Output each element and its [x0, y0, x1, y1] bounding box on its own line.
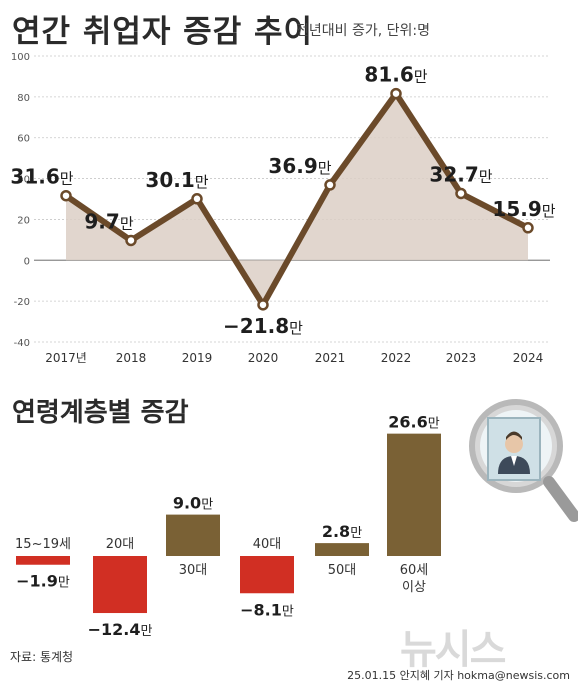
bar	[93, 556, 147, 614]
data-point	[257, 299, 269, 311]
line-chart: -40 -20 0 20 40 60 80 100 31.6만 9.7만 30.1만 −21.8만 36…	[10, 52, 555, 365]
bar-chart-title: 연령계층별 증감	[12, 398, 189, 428]
y-tick-label: 60	[17, 134, 30, 145]
data-label: 81.6만	[364, 63, 427, 87]
x-tick-label: 2022	[381, 351, 412, 365]
y-tick-label: -40	[14, 338, 30, 349]
bar-value-label: −12.4만	[88, 620, 153, 639]
x-tick-label: 2024	[513, 351, 544, 365]
category-label: 20대	[106, 537, 135, 552]
data-point	[390, 87, 402, 100]
data-label: 36.9만	[268, 154, 331, 178]
x-tick-label: 2020	[248, 351, 279, 365]
category-label: 이상	[402, 580, 426, 595]
data-label: 15.9만	[492, 197, 555, 221]
page-title: 연간 취업자 증감 추이	[12, 14, 314, 50]
data-point	[522, 222, 534, 234]
data-point	[455, 187, 467, 200]
data-point	[324, 179, 336, 191]
y-tick-label: 40	[17, 175, 30, 186]
source-note: 자료: 통계청	[10, 650, 74, 664]
series-line	[63, 90, 531, 308]
data-point	[191, 193, 203, 205]
y-tick-label: 0	[24, 256, 30, 267]
bar-value-label: 26.6만	[388, 413, 439, 432]
x-tick-label: 2018	[116, 351, 147, 365]
bar-value-label: 9.0만	[173, 494, 213, 513]
magnifier-illustration-icon	[469, 399, 578, 522]
bar-value-label: −8.1만	[240, 600, 294, 619]
bar-value-label: −1.9만	[16, 572, 70, 591]
area-fill	[66, 93, 528, 305]
bar-chart: −1.9만 15~19세 −12.4만 20대 9.0만 30대 −8.1만 40대 2.8만 5…	[15, 413, 441, 639]
category-label: 30대	[179, 563, 208, 578]
data-point	[60, 189, 72, 202]
bar	[16, 556, 70, 565]
x-tick-label: 2019	[182, 351, 213, 365]
bar	[240, 556, 294, 594]
y-tick-label: 100	[11, 52, 30, 63]
page-subtitle: 전년대비 증가, 단위:명	[296, 23, 430, 39]
y-tick-label: 80	[17, 93, 30, 104]
bar	[315, 543, 369, 556]
x-tick-label: 2023	[446, 351, 477, 365]
data-label: −21.8만	[223, 314, 303, 338]
category-label: 40대	[253, 537, 282, 552]
category-label: 15~19세	[15, 537, 71, 552]
newsis-logo: 뉴시스	[400, 627, 506, 673]
data-label: 9.7만	[84, 209, 133, 233]
y-tick-label: -20	[14, 297, 30, 308]
bar-value-label: 2.8만	[322, 522, 362, 541]
category-label: 50대	[328, 563, 357, 578]
bar	[166, 514, 220, 556]
data-label: 32.7만	[429, 162, 492, 186]
credit-line: 25.01.15 안지혜 기자 hokma@newsis.com	[347, 669, 570, 682]
data-label: 30.1만	[145, 168, 208, 192]
data-point	[125, 234, 137, 247]
category-label: 60세	[400, 563, 429, 578]
x-tick-label: 2021	[315, 351, 346, 365]
y-tick-label: 20	[17, 215, 30, 226]
data-label: 31.6만	[10, 165, 73, 189]
x-tick-label: 2017년	[45, 351, 87, 365]
bar	[387, 433, 441, 556]
